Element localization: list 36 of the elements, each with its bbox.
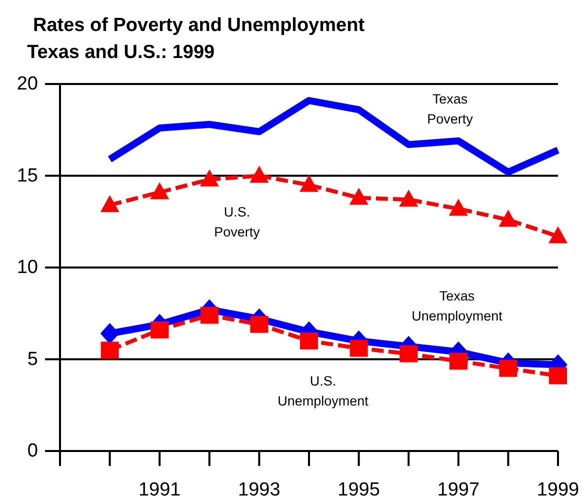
y-tick-label: 20 <box>16 74 38 94</box>
point <box>100 342 119 359</box>
chart-subtitle: Texas and U.S.: 1999 <box>27 42 215 63</box>
point <box>200 306 218 324</box>
x-tick-label: 1995 <box>338 480 380 499</box>
point <box>349 188 368 205</box>
point <box>400 345 418 362</box>
point <box>150 182 170 200</box>
point <box>548 226 568 244</box>
point <box>448 198 468 216</box>
chart-title: Rates of Poverty and Unemployment <box>33 15 366 36</box>
y-tick-label: 10 <box>16 257 38 278</box>
point <box>300 174 318 192</box>
point <box>498 210 518 227</box>
series-label: Texas Unemployment <box>412 288 503 324</box>
point <box>449 352 468 370</box>
point <box>350 340 368 357</box>
y-tick-label: 5 <box>27 348 38 370</box>
point <box>399 190 418 207</box>
point <box>250 316 268 333</box>
y-tick-label: 15 <box>16 165 38 186</box>
point <box>100 195 120 212</box>
y-tick-label: 0 <box>27 440 38 462</box>
point <box>300 332 318 350</box>
point <box>200 169 219 186</box>
x-tick-label: 1993 <box>238 480 280 499</box>
point <box>549 367 567 384</box>
series-label: U.S. Unemployment <box>278 374 369 408</box>
series-label: Texas Poverty <box>427 92 474 126</box>
x-tick-label: 1991 <box>138 480 181 499</box>
series-label: U.S. Poverty <box>214 204 260 240</box>
x-tick-label: 1997 <box>437 480 480 499</box>
x-tick-label: 1999 <box>536 480 580 499</box>
point <box>150 321 169 338</box>
point <box>250 166 269 183</box>
point <box>499 360 518 377</box>
